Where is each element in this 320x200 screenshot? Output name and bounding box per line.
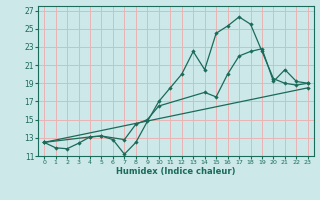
X-axis label: Humidex (Indice chaleur): Humidex (Indice chaleur) [116, 167, 236, 176]
